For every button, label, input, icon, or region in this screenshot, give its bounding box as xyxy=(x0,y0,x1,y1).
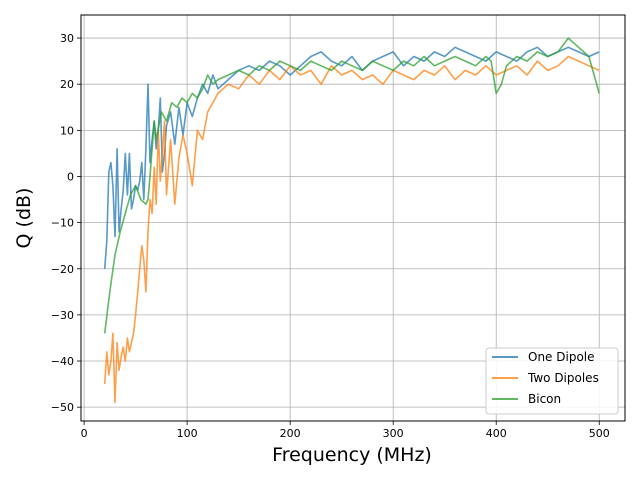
x-tick-label: 400 xyxy=(486,427,507,440)
y-tick-label: 0 xyxy=(67,170,74,183)
legend: One Dipole Two Dipoles Bicon xyxy=(485,347,619,415)
y-tick-label: 30 xyxy=(60,32,74,45)
series-line-3 xyxy=(103,37,600,334)
y-axis-label: Q (dB) xyxy=(13,188,35,249)
x-tick-label: 100 xyxy=(177,427,198,440)
y-tick-label: −10 xyxy=(51,217,74,230)
series-line-1 xyxy=(103,46,600,269)
x-tick-label: 500 xyxy=(589,427,610,440)
x-axis-ticks: 0 100 200 300 400 500 xyxy=(81,421,610,440)
y-tick-label: −50 xyxy=(51,401,74,414)
plot-area-frame xyxy=(80,14,626,422)
y-tick-label: 10 xyxy=(60,124,74,137)
legend-box xyxy=(485,347,619,415)
y-tick-label: −40 xyxy=(51,355,74,368)
x-tick-label: 200 xyxy=(280,427,301,440)
legend-label: One Dipole xyxy=(528,350,595,364)
legend-label: Two Dipoles xyxy=(527,371,599,385)
y-axis-ticks: −50 −40 −30 −20 −10 0 10 20 30 xyxy=(51,32,81,414)
x-tick-label: 300 xyxy=(383,427,404,440)
y-tick-label: −30 xyxy=(51,309,74,322)
y-tick-label: −20 xyxy=(51,263,74,276)
x-tick-label: 0 xyxy=(81,427,88,440)
legend-label: Bicon xyxy=(528,392,561,406)
series-layer xyxy=(103,37,600,404)
grid-lines xyxy=(81,15,625,421)
series-line-2 xyxy=(103,55,600,404)
x-axis-label: Frequency (MHz) xyxy=(272,444,432,466)
y-tick-label: 20 xyxy=(60,78,74,91)
